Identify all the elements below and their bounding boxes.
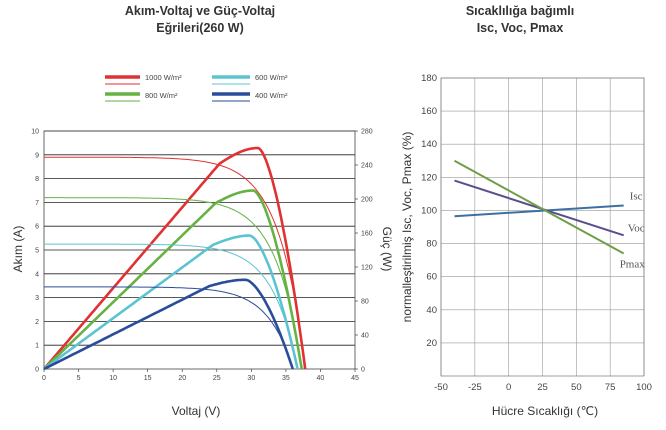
pv-curve (43, 278, 295, 371)
x-tick-label: 0 (506, 382, 511, 393)
y-tick-label: 2 (35, 319, 39, 326)
iv-pv-chart: 0 5 10 15 20 25 30 35 40 450123456789100408012016… (31, 129, 373, 383)
y-tick-label: 3 (35, 295, 39, 302)
legend-label-1000: 1000 W/m² (145, 73, 182, 82)
pv-curve (43, 189, 304, 370)
y2-tick-label: 160 (361, 231, 373, 238)
x-tick-label: 45 (351, 375, 359, 382)
series-label-isc: Isc (630, 190, 643, 202)
series-label-pmax: Pmax (620, 258, 646, 270)
iv-curve (44, 286, 294, 370)
x-tick-label: 25 (213, 375, 221, 382)
y-tick-label: 160 (421, 106, 437, 117)
y-tick-label: 8 (35, 176, 39, 183)
x-tick-label: 75 (605, 382, 616, 393)
left-y2-axis-label: Güç (W) (380, 227, 394, 272)
y-tick-label: 20 (426, 338, 437, 349)
x-tick-label: 100 (636, 382, 652, 393)
y-tick-label: 60 (426, 272, 437, 283)
x-tick-label: 30 (247, 375, 255, 382)
y-tick-label: 7 (35, 200, 39, 207)
left-chart-legend: 1000 W/m² 800 W/m² 600 W/m² 400 W/m² (105, 73, 288, 102)
x-tick-label: -25 (468, 382, 482, 393)
x-tick-label: 20 (178, 375, 186, 382)
left-chart-title-line-1: Akım-Voltaj ve Güç-Voltaj (125, 4, 275, 18)
y2-tick-label: 200 (361, 197, 373, 204)
x-tick-label: -50 (434, 382, 448, 393)
iv-curve (44, 243, 299, 370)
y-tick-label: 5 (35, 248, 39, 255)
x-tick-label: 10 (109, 375, 117, 382)
right-chart-title-line-1: Sıcaklılığa bağımlı (466, 4, 574, 18)
y2-tick-label: 280 (361, 129, 373, 136)
left-chart-title-line-2: Eğrileri(260 W) (156, 21, 244, 35)
series-label-voc: Voc (628, 222, 645, 234)
y2-tick-label: 240 (361, 163, 373, 170)
y2-tick-label: 80 (361, 299, 369, 306)
y2-tick-label: 0 (361, 367, 365, 374)
x-tick-label: 5 (77, 375, 81, 382)
legend-label-800: 800 W/m² (145, 91, 178, 100)
series-line-isc (454, 204, 624, 218)
left-y-axis-label: Akım (A) (11, 226, 25, 273)
legend-label-400: 400 W/m² (255, 91, 288, 100)
y-tick-label: 140 (421, 139, 437, 150)
right-chart-title-line-2: Isc, Voc, Pmax (477, 21, 564, 35)
y-tick-label: 0 (35, 367, 39, 374)
iv-curve (44, 156, 306, 370)
y-tick-label: 80 (426, 239, 437, 250)
right-y-axis-label: normalleştirilmiş Isc, Voc, Pmax (%) (400, 132, 414, 323)
x-tick-label: 25 (537, 382, 548, 393)
iv-curve (44, 197, 303, 370)
y-tick-label: 100 (421, 205, 437, 216)
x-tick-label: 50 (571, 382, 582, 393)
y-tick-label: 4 (35, 271, 39, 278)
y-tick-label: 6 (35, 224, 39, 231)
y-tick-label: 40 (426, 305, 437, 316)
x-tick-label: 35 (282, 375, 290, 382)
x-tick-label: 0 (42, 375, 46, 382)
y-tick-label: 120 (421, 172, 437, 183)
y2-tick-label: 120 (361, 265, 373, 272)
plot-frame (440, 77, 645, 377)
plot-frame (43, 130, 356, 370)
y-tick-label: 10 (31, 129, 39, 136)
y-tick-label: 9 (35, 152, 39, 159)
series-line-pmax (454, 159, 625, 255)
pv-curve (43, 146, 307, 370)
legend-label-600: 600 W/m² (255, 73, 288, 82)
right-x-axis-label: Hücre Sıcaklığı (℃) (492, 404, 598, 418)
pv-curve (43, 234, 299, 371)
x-tick-label: 40 (317, 375, 325, 382)
temperature-chart: -50 -25 0 25 50 75 100 20 40 60 80 100 120 140 160 180 I… (421, 73, 652, 393)
y2-tick-label: 40 (361, 333, 369, 340)
x-tick-label: 15 (144, 375, 152, 382)
y-tick-label: 180 (421, 73, 437, 84)
y-tick-label: 1 (35, 343, 39, 350)
left-x-axis-label: Voltaj (V) (172, 404, 221, 418)
